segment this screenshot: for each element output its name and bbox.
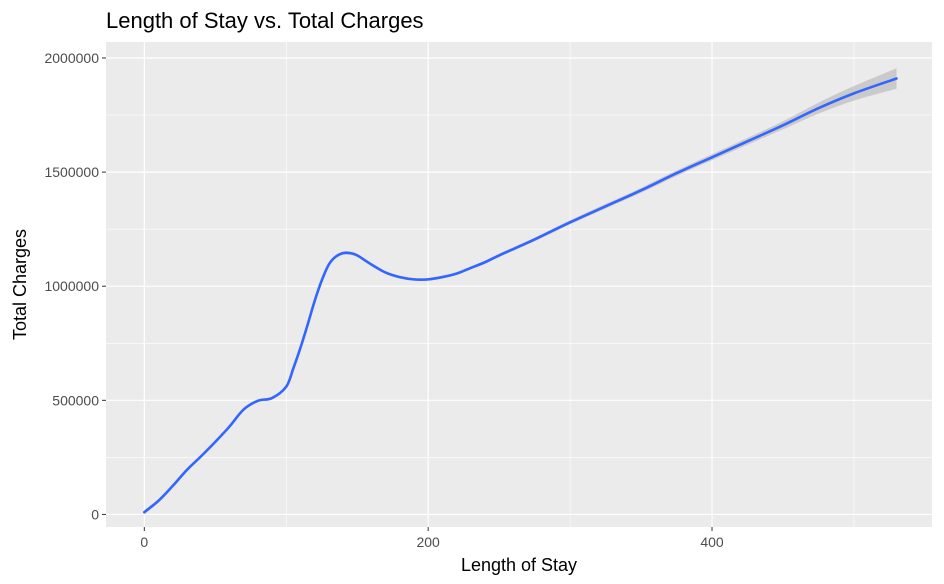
y-tick-label: 500000 [52, 392, 99, 408]
x-axis-title: Length of Stay [461, 555, 577, 575]
y-axis-title: Total Charges [10, 229, 30, 340]
chart-title: Length of Stay vs. Total Charges [106, 8, 424, 33]
smooth-trend-line [143, 77, 898, 514]
axis-tick-labels: 0 200 400 0 500000 1000000 1500000 2000000 [44, 50, 723, 550]
x-tick-label: 400 [700, 534, 724, 550]
x-tick-label: 0 [140, 534, 148, 550]
x-tick-label: 200 [416, 534, 440, 550]
axis-ticks [102, 57, 713, 531]
y-tick-label: 1000000 [44, 278, 99, 294]
y-tick-label: 0 [91, 506, 99, 522]
grid-lines [106, 42, 932, 527]
y-tick-label: 2000000 [44, 50, 99, 66]
y-tick-label: 1500000 [44, 164, 99, 180]
series-line-layer [143, 77, 898, 514]
